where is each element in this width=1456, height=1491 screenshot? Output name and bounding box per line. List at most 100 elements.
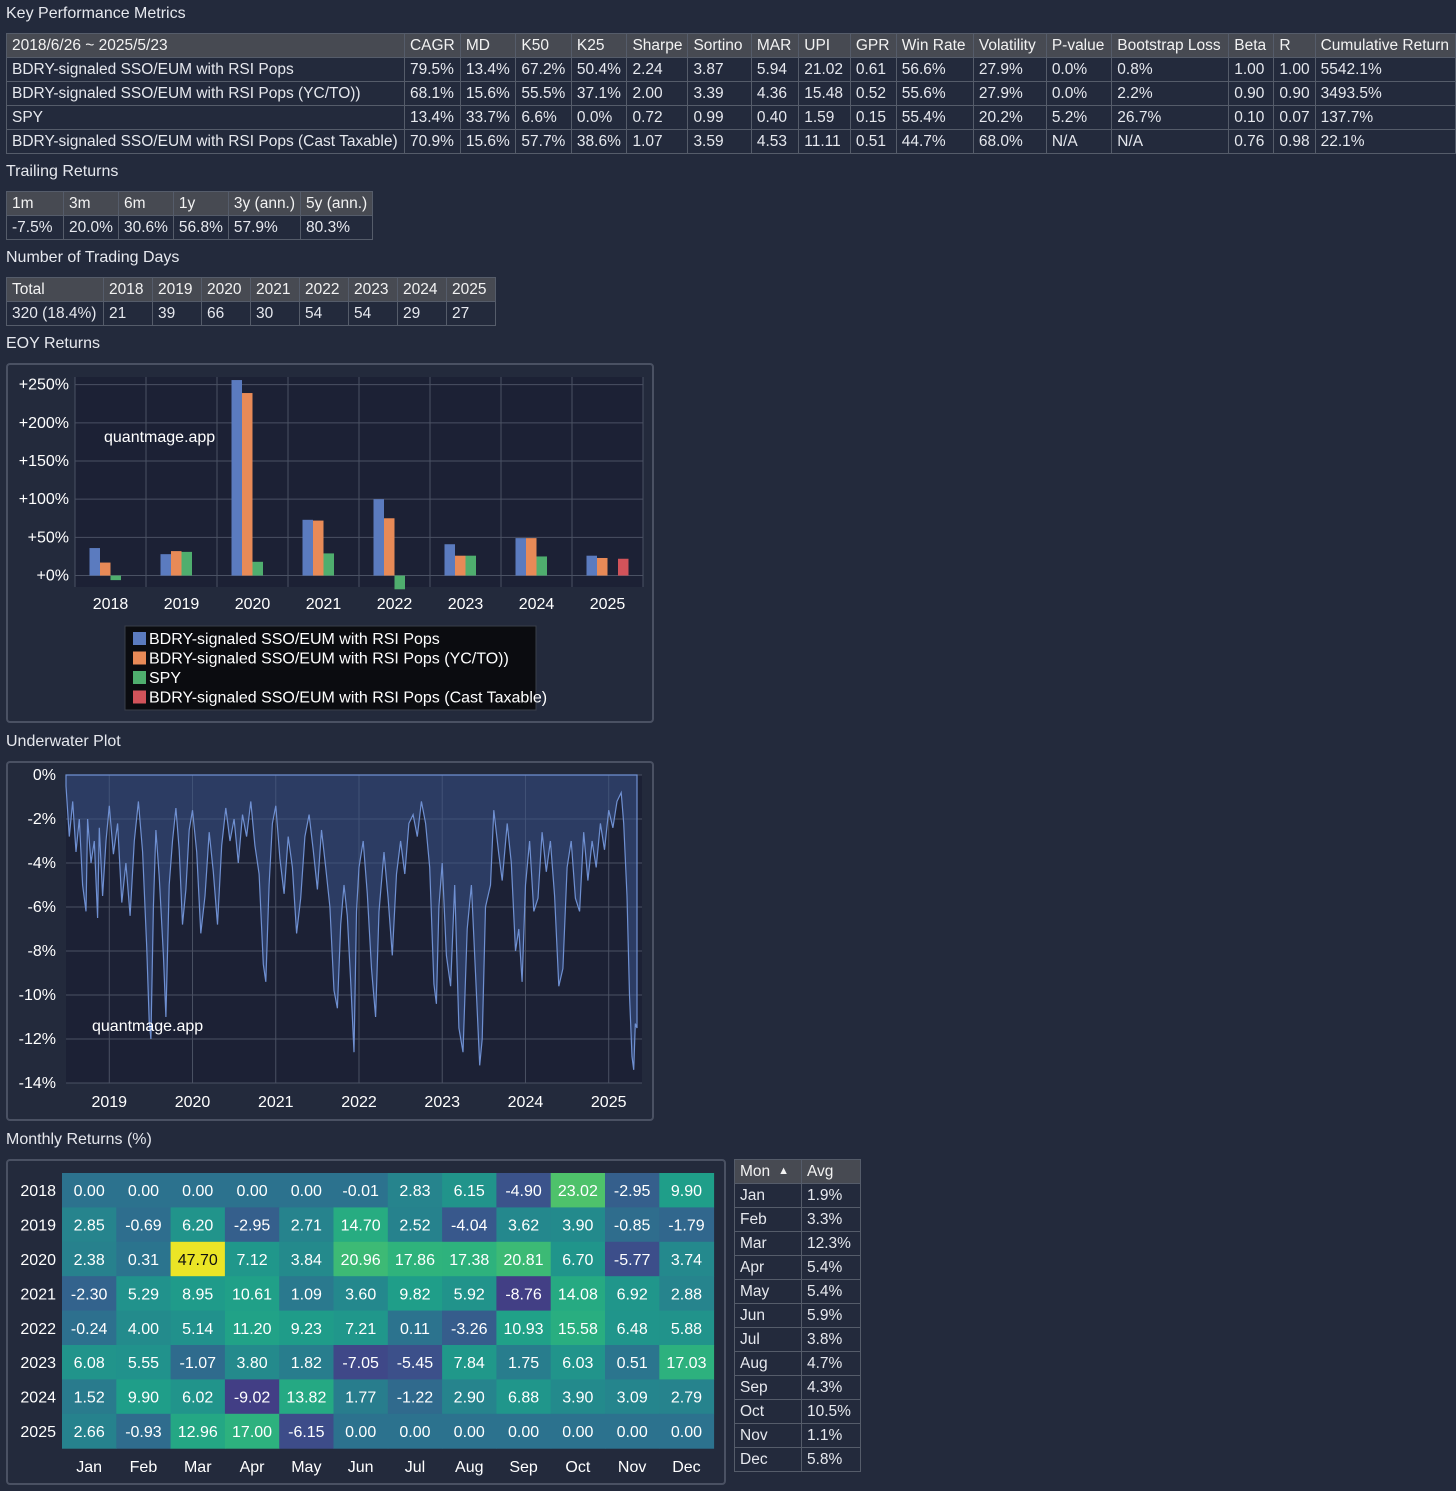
metrics-row: SPY 13.4% 33.7% 6.6% 0.0% 0.72 0.99 0.40 1.59 0.1… [6,105,1456,130]
heatmap-value: 7.12 [236,1252,267,1269]
metrics-header-cell: P-value [1045,33,1113,58]
avg-cell: Jun [734,1303,802,1328]
heatmap-value: 6.08 [74,1355,105,1372]
legend-swatch [133,671,146,684]
heatmap-cell [550,1173,606,1208]
heatmap-cell [387,1345,443,1380]
avg-cell: 5.4% [801,1255,861,1280]
metrics-cell: 27.9% [972,81,1047,106]
heatmap-cell [550,1207,606,1243]
underwater-y-tick: -8% [28,943,56,960]
heatmap-value: 17.86 [395,1252,435,1269]
avg-cell: 5.4% [801,1279,861,1304]
heatmap-value: 2.79 [671,1390,702,1407]
metrics-cell: 33.7% [459,105,517,130]
eoy-bar [171,551,182,576]
heatmap-cell [224,1173,280,1208]
days-cell: 21 [103,301,153,326]
avg-header-cell[interactable]: Mon ▲ [734,1159,802,1184]
eoy-x-tick: 2019 [164,596,200,613]
eoy-bar [394,575,405,590]
heatmap-value: 0.51 [617,1355,648,1372]
heatmap-cell [279,1379,334,1415]
heatmap-cell [333,1173,389,1208]
eoy-y-tick: +100% [19,491,69,508]
heatmap-value: 9.82 [399,1286,430,1303]
eoy-bar [515,538,526,576]
eoy-y-tick: +250% [19,377,69,394]
eoy-x-tick: 2020 [235,596,271,613]
heatmap-col-label: Nov [618,1459,646,1476]
heatmap-value: 10.61 [232,1286,272,1303]
heatmap-value: 14.70 [341,1218,381,1235]
metrics-row: BDRY-signaled SSO/EUM with RSI Pops (Cas… [6,129,1456,154]
metrics-cell: 79.5% [403,57,461,82]
heatmap-cell [442,1241,497,1277]
heatmap-value: -0.93 [125,1424,162,1441]
days-header-cell: 2020 [201,277,251,302]
metrics-cell: 5542.1% [1314,57,1456,82]
heatmap-cell [605,1345,660,1380]
heatmap-value: -5.45 [397,1355,434,1372]
heatmap-value: 1.82 [291,1355,322,1372]
heatmap-value: -2.95 [614,1183,651,1200]
heatmap-cell [496,1345,552,1380]
heatmap-cell [387,1276,443,1312]
heatmap-cell [550,1379,606,1415]
metrics-row: BDRY-signaled SSO/EUM with RSI Pops 79.5%… [6,57,1456,82]
metrics-header-cell: Win Rate [895,33,974,58]
metrics-header-cell: R [1273,33,1316,58]
metrics-cell: 68.0% [972,129,1047,154]
heatmap-value: 3.84 [291,1252,322,1269]
heatmap-cell [496,1413,552,1449]
heatmap-cell [224,1241,280,1277]
monthly-returns-panel: 2018 0.00 0.00 0.00 0.00 0.00 -0.01 2.83 6.15 -4.… [6,1159,726,1485]
days-header-cell: 2021 [250,277,300,302]
avg-cell: 5.9% [801,1303,861,1328]
heatmap-value: 1.09 [291,1286,322,1303]
metrics-cell: 55.5% [515,81,572,106]
heatmap-col-label: Mar [184,1459,212,1476]
days-header-cell: 2025 [446,277,496,302]
heatmap-cell [496,1241,552,1277]
sort-ascending-icon[interactable]: ▲ [778,1164,790,1177]
heatmap-value: -0.85 [614,1218,651,1235]
eoy-bar [302,519,313,576]
metrics-cell: 0.61 [849,57,897,82]
heatmap-value: 17.38 [449,1252,489,1269]
heatmap-value: 0.00 [74,1183,105,1200]
heatmap-cell [170,1413,226,1449]
avg-cell: Nov [734,1423,802,1448]
heatmap-value: 6.70 [562,1252,593,1269]
avg-cell: Sep [734,1375,802,1400]
trailing-returns-table: 1m 3m 6m 1y 3y (ann.) 5y (ann.) -7.5% 20.0% 30.6… [6,191,374,240]
avg-cell: Jul [734,1327,802,1352]
eoy-bar [586,555,597,576]
heatmap-value: 2.88 [671,1286,702,1303]
heatmap-value: 1.75 [508,1355,539,1372]
heatmap-value: -1.22 [397,1390,434,1407]
trailing-cell: 57.9% [227,215,302,240]
metrics-cell: 6.6% [515,105,572,130]
metrics-cell: 67.2% [515,57,572,82]
avg-cell: Aug [734,1351,802,1376]
metrics-header-cell: CAGR [403,33,461,58]
heatmap-cell [605,1241,660,1277]
metrics-cell: 1.07 [626,129,689,154]
heatmap-value: 5.55 [128,1355,159,1372]
metrics-header-cell: Sortino [687,33,752,58]
heatmap-cell [659,1173,715,1208]
heatmap-col-label: Jul [405,1459,425,1476]
heatmap-value: 0.31 [128,1252,159,1269]
heatmap-cell [279,1345,334,1380]
trading-days-title: Number of Trading Days [6,249,180,266]
heatmap-cell [659,1413,715,1449]
heatmap-value: 2.90 [454,1390,485,1407]
metrics-header-cell: GPR [849,33,897,58]
heatmap-cell [333,1241,389,1277]
eoy-bar [181,551,192,576]
heatmap-value: 0.00 [671,1424,702,1441]
metrics-cell: 50.4% [570,57,628,82]
monthly-average-table[interactable]: Mon ▲ Avg Jan 1.9% Feb 3.3% Mar 12.3% Apr 5.4% May 5… [734,1159,861,1472]
eoy-bar [323,553,334,576]
